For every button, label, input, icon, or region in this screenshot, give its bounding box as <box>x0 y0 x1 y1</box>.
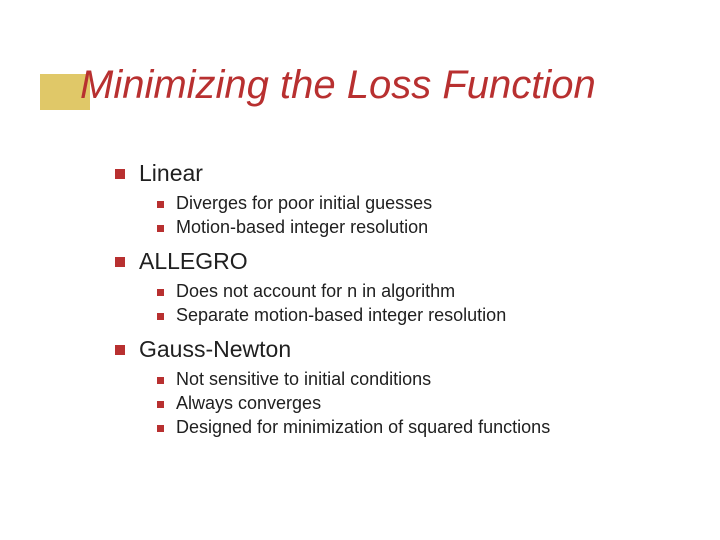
section-label: Gauss-Newton <box>139 336 291 363</box>
section-items: Not sensitive to initial conditions Alwa… <box>157 369 685 438</box>
list-item-text: Diverges for poor initial guesses <box>176 193 432 214</box>
section-heading: Gauss-Newton <box>115 336 685 363</box>
square-bullet-icon <box>157 225 164 232</box>
list-item: Always converges <box>157 393 685 414</box>
square-bullet-icon <box>157 313 164 320</box>
list-item-text: Separate motion-based integer resolution <box>176 305 506 326</box>
list-item-text: Designed for minimization of squared fun… <box>176 417 550 438</box>
square-bullet-icon <box>115 169 125 179</box>
list-item-text: Always converges <box>176 393 321 414</box>
square-bullet-icon <box>115 257 125 267</box>
slide: Minimizing the Loss Function Linear Dive… <box>0 0 720 540</box>
section-label: ALLEGRO <box>139 248 248 275</box>
slide-content: Linear Diverges for poor initial guesses… <box>115 150 685 448</box>
list-item-text: Motion-based integer resolution <box>176 217 428 238</box>
list-item-text: Does not account for n in algorithm <box>176 281 455 302</box>
list-item-text: Not sensitive to initial conditions <box>176 369 431 390</box>
list-item: Diverges for poor initial guesses <box>157 193 685 214</box>
list-item: Does not account for n in algorithm <box>157 281 685 302</box>
square-bullet-icon <box>157 425 164 432</box>
list-item: Separate motion-based integer resolution <box>157 305 685 326</box>
section-heading: Linear <box>115 160 685 187</box>
square-bullet-icon <box>157 401 164 408</box>
list-item: Not sensitive to initial conditions <box>157 369 685 390</box>
list-item: Motion-based integer resolution <box>157 217 685 238</box>
square-bullet-icon <box>115 345 125 355</box>
section-heading: ALLEGRO <box>115 248 685 275</box>
slide-title: Minimizing the Loss Function <box>80 63 596 108</box>
section-label: Linear <box>139 160 203 187</box>
square-bullet-icon <box>157 289 164 296</box>
list-item: Designed for minimization of squared fun… <box>157 417 685 438</box>
square-bullet-icon <box>157 201 164 208</box>
square-bullet-icon <box>157 377 164 384</box>
section-items: Diverges for poor initial guesses Motion… <box>157 193 685 238</box>
section-items: Does not account for n in algorithm Sepa… <box>157 281 685 326</box>
